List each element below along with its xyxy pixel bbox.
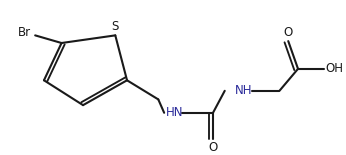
Text: O: O: [284, 26, 293, 39]
Text: HN: HN: [166, 106, 184, 119]
Text: S: S: [112, 20, 119, 33]
Text: NH: NH: [235, 84, 252, 97]
Text: O: O: [208, 141, 218, 153]
Text: OH: OH: [325, 62, 343, 75]
Text: Br: Br: [18, 26, 31, 39]
